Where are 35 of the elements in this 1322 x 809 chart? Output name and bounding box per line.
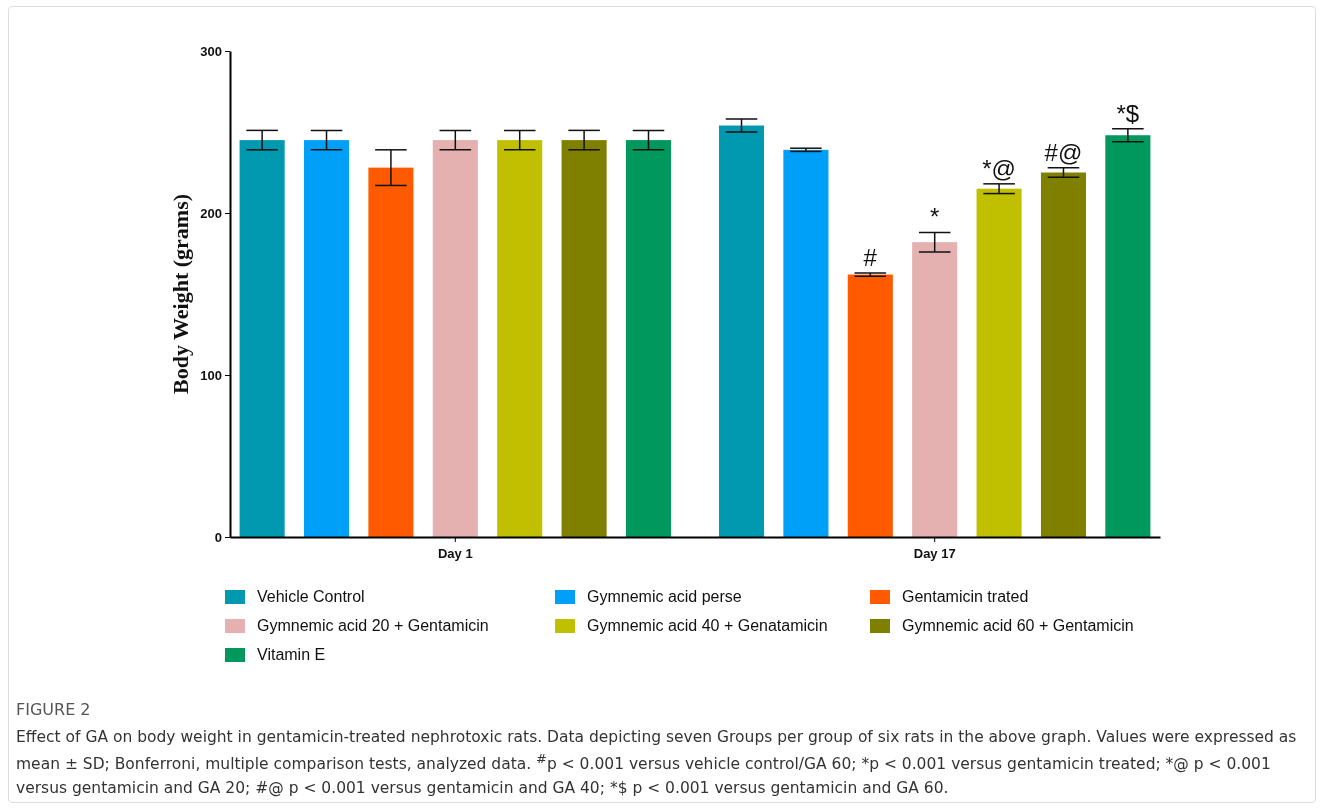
data-label: # bbox=[863, 243, 878, 271]
bar bbox=[432, 140, 478, 537]
bar bbox=[1105, 135, 1151, 537]
text: Effect of GA on body weight in gentamicin-treated nephrotoxic rats. Data depicting seven Groups per group of six rats in the above graph. Values were expressed as mean ± SD; Bonferroni, multiple comparison tests, analyzed data. $^{#}$p < 0.001 versus vehicle control/GA 60; *p < 0.001 versus gentamicin treated; *@ p < 0.001 versus gentamicin and GA 20; #@ p < 0.001 versus gentamicin and GA 40; *$ p < 0.001 versus gentamicin and GA 60. bbox=[16, 727, 1298, 799]
y-tick-label: 200 bbox=[200, 205, 222, 221]
y-tick-label: 100 bbox=[200, 367, 222, 383]
legend-label: Gymnemic acid 40 + Genatamicin bbox=[587, 617, 828, 634]
data-label: * bbox=[930, 203, 940, 231]
legend-label: Gymnemic acid perse bbox=[587, 588, 742, 605]
bar bbox=[1040, 172, 1087, 537]
legend-label: Gymnemic acid 60 + Gentamicin bbox=[902, 617, 1134, 634]
legend-label: Vitamin E bbox=[257, 646, 326, 663]
bar bbox=[847, 274, 893, 537]
y-tick-label: 300 bbox=[200, 43, 222, 59]
bar bbox=[718, 125, 765, 537]
bar bbox=[303, 140, 350, 537]
bar bbox=[912, 242, 958, 537]
bar bbox=[239, 140, 285, 537]
bar bbox=[625, 140, 672, 537]
data-label: *$ bbox=[1116, 99, 1140, 127]
legend-label: Vehicle Control bbox=[257, 588, 365, 605]
x-tick-label: Day 17 bbox=[913, 546, 956, 561]
bar bbox=[497, 140, 543, 537]
bar bbox=[561, 140, 607, 537]
x-tick-label: Day 1 bbox=[437, 546, 473, 561]
data-label: *@ bbox=[982, 154, 1016, 182]
caption: FIGURE 2 bbox=[16, 699, 92, 721]
bar bbox=[783, 149, 829, 537]
bar bbox=[976, 188, 1022, 537]
y-tick-label: 0 bbox=[214, 529, 222, 545]
legend-label: Gentamicin trated bbox=[902, 588, 1029, 605]
bar bbox=[368, 167, 414, 537]
data-label: #@ bbox=[1044, 138, 1083, 166]
y-axis-title: Body Weight (grams) bbox=[168, 193, 193, 395]
legend-label: Gymnemic acid 20 + Gentamicin bbox=[257, 617, 489, 634]
